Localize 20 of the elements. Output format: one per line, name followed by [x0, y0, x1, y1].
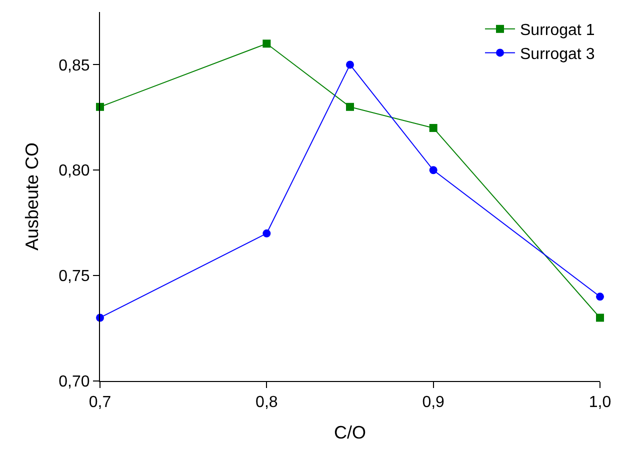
y-tick-label: 0,80: [58, 162, 90, 180]
point: [262, 40, 271, 48]
y-tick-label: 0,75: [58, 268, 90, 286]
y-axis-title: Ausbeute CO: [22, 142, 42, 251]
point: [429, 166, 438, 174]
y-tick-label: 0,70: [58, 374, 90, 391]
x-axis-title: C/O: [334, 422, 366, 442]
x-tick-label: 0,9: [422, 394, 445, 412]
point: [596, 292, 604, 301]
legend-label: Surrogat 1: [520, 22, 595, 40]
point: [346, 60, 354, 69]
point: [429, 124, 438, 132]
y-tick-label: 0,85: [58, 57, 90, 74]
x-tick-label: 0,8: [256, 394, 278, 412]
point: [596, 314, 604, 322]
x-tick-label: 1,0: [588, 394, 612, 412]
point: [346, 102, 354, 111]
point: [262, 229, 271, 238]
legend-label: Surrogat 3: [520, 46, 595, 63]
x-tick-label: 0,7: [88, 394, 112, 412]
